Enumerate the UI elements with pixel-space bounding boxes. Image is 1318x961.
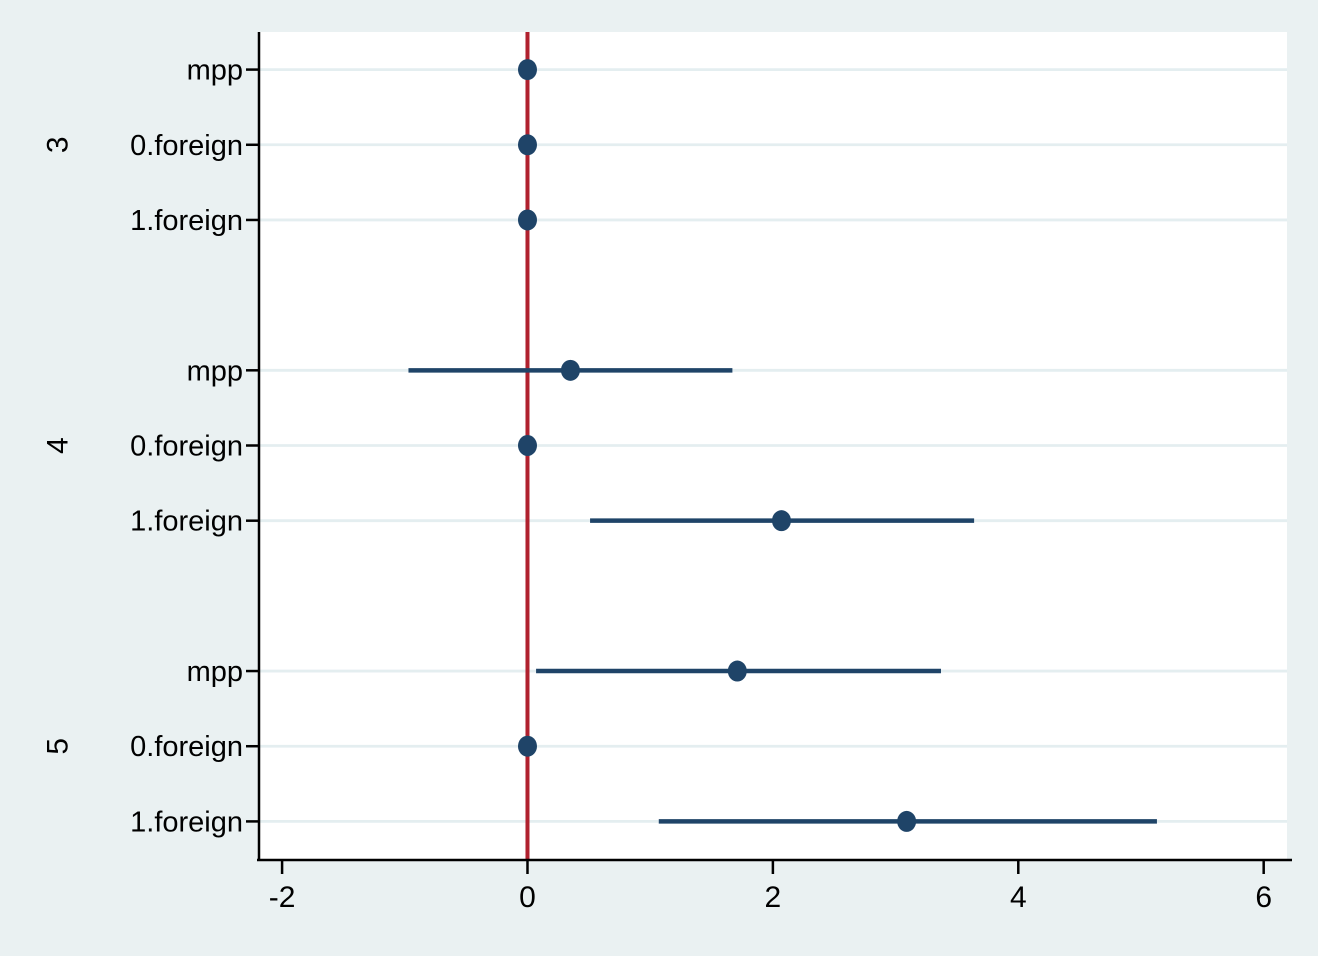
row-label: 0.foreign <box>130 130 243 162</box>
x-tick-label: 6 <box>1255 881 1272 914</box>
row-label: mpp <box>187 355 243 387</box>
x-tick-label: 2 <box>765 881 782 914</box>
row-label: 0.foreign <box>130 731 243 763</box>
x-tick-label: 4 <box>1010 881 1027 914</box>
row-label: mpp <box>187 656 243 688</box>
group-label: 5 <box>42 738 75 755</box>
row-label: 1.foreign <box>130 205 243 237</box>
coef-marker <box>517 735 537 757</box>
row-label: mpp <box>187 55 243 87</box>
coef-marker <box>517 435 537 456</box>
x-tick-label: -2 <box>269 881 296 914</box>
row-label: 0.foreign <box>130 431 243 463</box>
coef-marker <box>560 359 580 381</box>
coef-marker <box>517 209 537 231</box>
coef-marker <box>517 59 537 81</box>
group-label: 4 <box>42 437 75 454</box>
row-label: 1.foreign <box>130 506 243 538</box>
coef-marker <box>771 510 791 532</box>
x-tick-label: 0 <box>519 881 536 914</box>
coef-marker <box>727 660 747 682</box>
coef-marker <box>897 810 917 832</box>
group-label: 3 <box>42 136 75 153</box>
row-label: 1.foreign <box>130 806 243 838</box>
coef-marker <box>517 134 537 156</box>
